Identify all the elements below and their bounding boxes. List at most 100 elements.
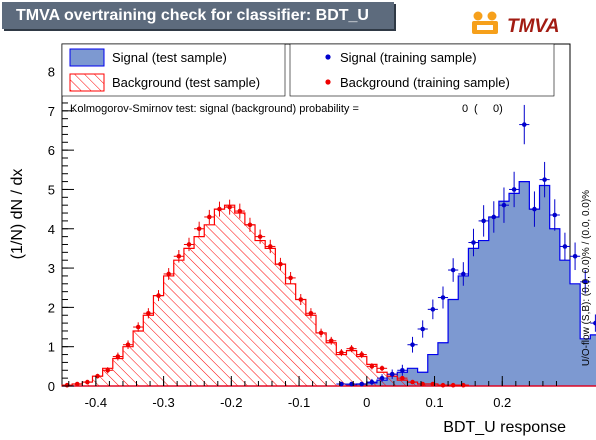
signal-training-point [559, 232, 570, 261]
tmva-logo-icon [472, 11, 498, 34]
y-tick-label: 5 [48, 182, 55, 197]
ks-signal-probability: 0 [462, 103, 468, 115]
background-training-marker [410, 379, 415, 385]
signal-training-marker [410, 342, 415, 348]
x-tick-label: -0.4 [85, 395, 107, 410]
background-training-point [295, 294, 306, 306]
background-training-marker [267, 244, 273, 249]
background-training-point [173, 249, 184, 263]
signal-training-marker [552, 212, 558, 218]
signal-training-point [437, 286, 449, 309]
background-training-marker [339, 350, 344, 355]
background-training-marker [379, 366, 385, 371]
ks-background-probability: 0) [493, 103, 503, 115]
background-training-marker [207, 214, 212, 220]
background-training-point [82, 379, 93, 385]
background-training-marker [176, 253, 182, 259]
signal-training-point [590, 314, 596, 332]
background-training-marker [115, 354, 121, 359]
signal-training-point [468, 228, 479, 257]
signal-training-marker [359, 381, 365, 387]
signal-training-point [458, 262, 469, 286]
legend-signal-test-label: Signal (test sample) [112, 50, 227, 65]
legend-background-training-label: Background (training sample) [340, 75, 510, 90]
signal-training-marker [501, 202, 507, 208]
x-tick-label: 0.2 [493, 395, 511, 410]
signal-training-point [346, 381, 357, 387]
x-tick-label: 0 [363, 395, 370, 410]
signal-training-marker [389, 371, 395, 377]
background-training-point [92, 373, 103, 379]
signal-training-marker [440, 295, 446, 300]
legend-box-training [289, 43, 555, 97]
tmva-logo: TMVA [472, 11, 559, 37]
signal-training-point [366, 378, 377, 386]
y-axis-title: (1/N) dN / dx [9, 169, 26, 260]
legend-background-training-marker [325, 79, 331, 85]
background-training-point [366, 363, 377, 370]
legend: Signal (test sample) Background (test sa… [61, 43, 555, 97]
background-training-point [407, 379, 418, 385]
signal-training-point [488, 201, 499, 233]
signal-training-point [509, 171, 520, 208]
background-training-marker [461, 382, 466, 388]
y-tick-label: 7 [48, 104, 55, 119]
signal-training-marker [562, 244, 568, 249]
background-training-marker [196, 226, 202, 232]
background-training-marker [74, 381, 80, 387]
signal-training-marker [420, 326, 425, 332]
background-training-point [356, 351, 367, 359]
signal-training-point [519, 104, 530, 145]
background-training-marker [288, 275, 293, 281]
background-training-point [214, 201, 225, 217]
background-training-point [346, 345, 357, 353]
background-training-point [376, 365, 388, 372]
y-tick-label: 4 [48, 222, 55, 237]
legend-signal-test-swatch [69, 48, 105, 67]
background-training-point [255, 229, 266, 244]
background-training-point [437, 382, 449, 388]
background-training-marker [166, 271, 171, 277]
signal-training-point [336, 381, 347, 387]
background-training-point [72, 381, 83, 387]
signal-training-marker [521, 122, 527, 127]
signal-training-marker [593, 320, 596, 326]
signal-training-point [549, 199, 560, 231]
signal-training-marker [400, 367, 405, 373]
background-training-point [275, 257, 286, 271]
background-training-point [224, 199, 235, 215]
background-training-point [133, 322, 144, 332]
ks-test-annotation: Kolmogorov-Smirnov test: signal (backgro… [70, 103, 359, 115]
signal-training-marker [511, 187, 517, 192]
background-training-point [143, 308, 154, 319]
background-training-point [204, 209, 215, 225]
background-training-point [153, 290, 164, 302]
signal-training-point [417, 320, 428, 338]
background-training-marker [186, 242, 192, 247]
background-training-point [305, 308, 316, 319]
plot-title: TMVA overtraining check for classifier: … [2, 2, 394, 29]
signal-training-marker [572, 253, 578, 259]
background-training-marker [420, 381, 425, 387]
background-training-marker [247, 222, 253, 228]
background-training-point [458, 382, 469, 388]
signal-training-marker [582, 279, 588, 285]
legend-signal-training-marker [325, 54, 331, 60]
ks-open-paren: ( [474, 103, 478, 115]
background-training-point [183, 237, 195, 252]
signal-training-point [478, 205, 489, 237]
background-training-marker [227, 204, 232, 210]
background-training-marker [450, 382, 456, 388]
signal-training-marker [379, 375, 385, 381]
background-training-marker [105, 367, 111, 373]
background-training-point [102, 367, 113, 374]
signal-training-point [387, 369, 398, 379]
background-training-point [417, 381, 428, 387]
background-training-marker [440, 382, 446, 388]
signal-training-point [448, 258, 459, 282]
background-training-point [316, 328, 327, 338]
signal-training-point [397, 364, 408, 376]
x-tick-label: 0.1 [425, 395, 443, 410]
overflow-label: U/O-flow (S,B): (0.0, 0.0)% / (0.0, 0.0)… [581, 190, 592, 366]
